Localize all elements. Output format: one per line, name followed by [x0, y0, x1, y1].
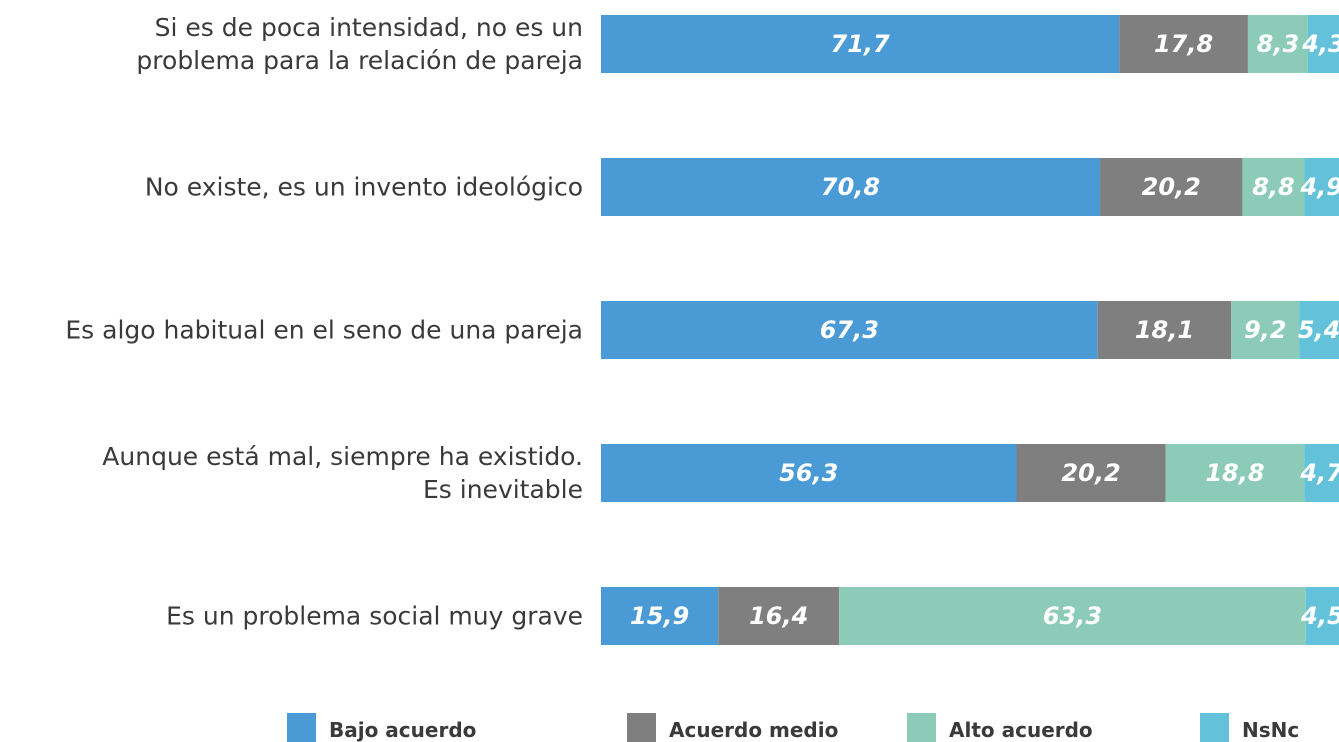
value-label: 4,3 [1301, 30, 1339, 58]
bar-segment [1304, 444, 1339, 502]
value-label: 16,4 [749, 602, 808, 630]
bar-segment [1305, 587, 1339, 645]
bar-segment [1304, 158, 1339, 216]
legend-label: Acuerdo medio [669, 718, 839, 742]
bar-segment [1231, 301, 1300, 359]
value-label: 5,4 [1298, 316, 1339, 344]
value-label: 63,3 [1043, 602, 1102, 630]
bar-segment [718, 587, 840, 645]
category-label: Si es de poca intensidad, no es un probl… [136, 13, 583, 75]
category-label: Es algo habitual en el seno de una parej… [65, 315, 583, 345]
legend-label: NsNc [1242, 718, 1300, 742]
legend-swatch [1200, 713, 1229, 742]
value-label: 20,2 [1142, 173, 1201, 201]
value-label: 9,2 [1244, 316, 1287, 344]
bar-segment [1299, 301, 1339, 359]
value-label: 8,8 [1252, 173, 1295, 201]
bar-segment [1242, 158, 1305, 216]
value-label: 70,8 [821, 173, 880, 201]
bar-segment [1100, 158, 1243, 216]
bar-segment [601, 15, 1120, 73]
bar-segment [1247, 15, 1308, 73]
value-label: 56,3 [779, 459, 838, 487]
value-label: 4,5 [1300, 602, 1339, 630]
bar-segment [1119, 15, 1248, 73]
legend-label: Bajo acuerdo [329, 718, 477, 742]
value-label: 18,1 [1135, 316, 1194, 344]
bar-segment [601, 158, 1101, 216]
value-label: 4,7 [1299, 459, 1339, 487]
legend-label: Alto acuerdo [949, 718, 1093, 742]
bar-segment [601, 301, 1098, 359]
bar-segment [601, 587, 719, 645]
legend-swatch [627, 713, 656, 742]
bar-segment [601, 444, 1017, 502]
bar-segment [1307, 15, 1339, 73]
value-label: 67,3 [820, 316, 879, 344]
value-label: 4,9 [1299, 173, 1339, 201]
value-label: 8,3 [1257, 30, 1300, 58]
legend-swatch [287, 713, 316, 742]
value-label: 71,7 [831, 30, 891, 58]
value-label: 20,2 [1061, 459, 1120, 487]
category-label: Es un problema social muy grave [166, 601, 583, 631]
bar-segment [1097, 301, 1232, 359]
category-label: Aunque está mal, siempre ha existido. Es… [102, 442, 583, 504]
value-label: 15,9 [630, 602, 689, 630]
bar-segment [1016, 444, 1166, 502]
legend-swatch [907, 713, 936, 742]
bar-segment [839, 587, 1306, 645]
bar-segment [1165, 444, 1305, 502]
value-label: 17,8 [1154, 30, 1213, 58]
value-label: 18,8 [1205, 459, 1264, 487]
category-label: No existe, es un invento ideológico [144, 172, 583, 202]
